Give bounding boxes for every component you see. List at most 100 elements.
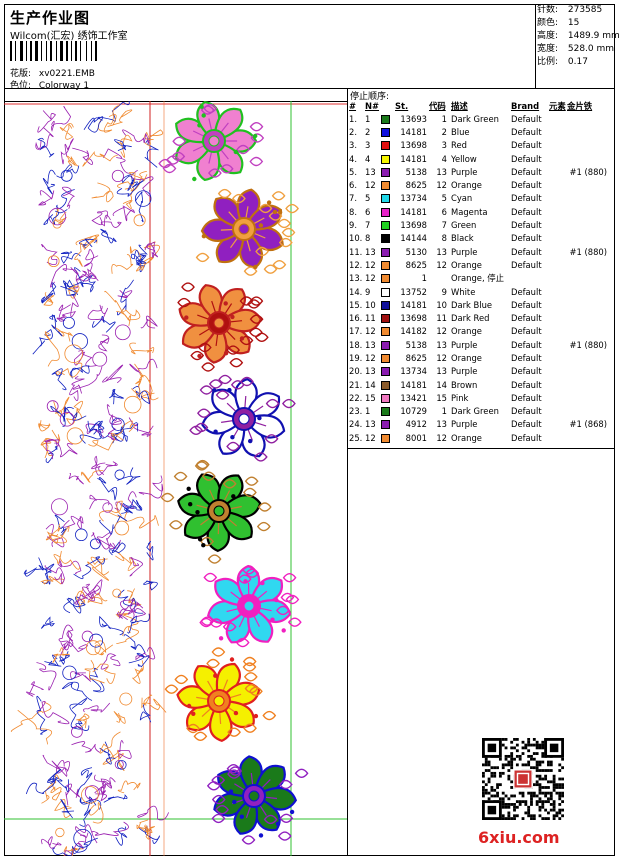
cell-desc: Orange bbox=[451, 352, 482, 363]
table-row: 16. 11 13698 11 Dark Red Default bbox=[349, 311, 607, 324]
cell-st: 5130 bbox=[405, 246, 427, 257]
cell-n: 10 bbox=[365, 299, 376, 310]
color-swatch bbox=[381, 340, 390, 350]
cell-brand: Default bbox=[511, 339, 542, 350]
cell-code: 14 bbox=[436, 379, 447, 390]
cell-elem bbox=[549, 245, 567, 258]
cell-code: 13 bbox=[436, 166, 447, 177]
page-title: 生产作业图 bbox=[10, 9, 91, 27]
cell-n: 11 bbox=[365, 313, 376, 324]
cell-brand: Default bbox=[511, 126, 542, 137]
cell-color-swatch bbox=[381, 125, 395, 138]
cell-st: 14181 bbox=[400, 206, 427, 217]
color-swatch bbox=[381, 327, 390, 337]
color-swatch bbox=[381, 287, 390, 297]
cell-code: 10 bbox=[436, 299, 447, 310]
table-row: 14. 9 13752 9 White Default bbox=[349, 285, 607, 298]
cell-seq: 20. bbox=[349, 366, 363, 377]
cell-brand: Default bbox=[511, 406, 542, 417]
cell-n: 12 bbox=[365, 273, 376, 284]
cell-color-swatch bbox=[381, 325, 395, 338]
cell-desc: Dark Green bbox=[451, 406, 499, 417]
table-header: # N# St. 代码 描述 Brand 元素 金片铁 bbox=[349, 100, 607, 112]
table-row: 10. 8 14144 8 Black Default bbox=[349, 232, 607, 245]
cell-n: 13 bbox=[365, 419, 376, 430]
color-swatch bbox=[381, 300, 390, 310]
cell-code: 11 bbox=[436, 313, 447, 324]
cell-brand: Default bbox=[511, 392, 542, 403]
cell-n: 6 bbox=[365, 206, 371, 217]
cell-st: 8625 bbox=[405, 180, 427, 191]
cell-st: 13752 bbox=[400, 286, 427, 297]
company-name: Wilcom(汇宏) 绣饰工作室 bbox=[10, 31, 128, 42]
cell-elem bbox=[549, 205, 567, 218]
cell-desc: Blue bbox=[451, 126, 470, 137]
cell-desc: Orange bbox=[451, 259, 482, 270]
stat-width: 宽度: 528.0 mm bbox=[537, 44, 615, 54]
cell-code: 13 bbox=[436, 366, 447, 377]
cell-desc: Purple bbox=[451, 166, 478, 177]
cell-color-swatch bbox=[381, 258, 395, 271]
cell-n: 13 bbox=[365, 166, 376, 177]
color-swatch bbox=[381, 314, 390, 324]
cell-desc: Pink bbox=[451, 392, 469, 403]
cell-desc: Orange bbox=[451, 432, 482, 443]
cell-elem bbox=[549, 165, 567, 178]
stop-sequence-title: 停止顺序: bbox=[350, 92, 390, 102]
col-stitches: St. bbox=[395, 101, 409, 111]
cell-code: 5 bbox=[441, 193, 447, 204]
colorway-value: Colorway 1 bbox=[38, 81, 90, 91]
table-bottom-rule bbox=[348, 448, 615, 449]
cell-brand: Default bbox=[511, 352, 542, 363]
col-needle: N# bbox=[365, 101, 380, 111]
table-row: 19. 12 8625 12 Orange Default bbox=[349, 351, 607, 364]
cell-desc: Black bbox=[451, 233, 474, 244]
embroidery-design-svg bbox=[4, 101, 347, 856]
cell-seq: 6. bbox=[349, 180, 357, 191]
cell-seq2 bbox=[567, 112, 607, 125]
color-swatch bbox=[381, 167, 390, 177]
cell-brand: Default bbox=[511, 259, 542, 270]
cell-seq: 7. bbox=[349, 193, 357, 204]
cell-brand: Default bbox=[511, 220, 542, 231]
cell-n: 3 bbox=[365, 140, 371, 151]
cell-n: 12 bbox=[365, 180, 376, 191]
colorway-label: 色位: bbox=[10, 81, 32, 91]
cell-code: 13 bbox=[436, 246, 447, 257]
cell-color-swatch bbox=[381, 112, 395, 125]
cell-seq2 bbox=[567, 218, 607, 231]
cell-st: 8625 bbox=[405, 352, 427, 363]
cell-code: 15 bbox=[436, 392, 447, 403]
cell-seq: 19. bbox=[349, 352, 363, 363]
cell-n: 2 bbox=[365, 126, 371, 137]
cell-st: 14181 bbox=[400, 299, 427, 310]
embroidery-preview bbox=[4, 101, 347, 856]
cell-st: 14181 bbox=[400, 379, 427, 390]
cell-seq2: #1 (868) bbox=[569, 419, 607, 430]
cell-color-swatch bbox=[381, 298, 395, 311]
stat-stitches: 针数: 273585 bbox=[537, 5, 603, 15]
cell-color-swatch bbox=[381, 178, 395, 191]
cell-desc: White bbox=[451, 286, 476, 297]
cell-seq2 bbox=[567, 405, 607, 418]
cell-st: 13698 bbox=[400, 220, 427, 231]
cell-code bbox=[429, 272, 451, 285]
cell-elem bbox=[549, 431, 567, 444]
column-divider bbox=[347, 88, 348, 856]
cell-brand: Default bbox=[511, 153, 542, 164]
cell-color-swatch bbox=[381, 139, 395, 152]
color-swatch bbox=[381, 407, 390, 417]
cell-elem bbox=[549, 338, 567, 351]
color-swatch bbox=[381, 393, 390, 403]
cell-seq2 bbox=[567, 258, 607, 271]
design-label: 花版: bbox=[10, 69, 32, 79]
cell-seq: 10. bbox=[349, 233, 363, 244]
cell-brand: Default bbox=[511, 206, 542, 217]
color-swatch bbox=[381, 221, 390, 231]
watermark-logo: 6xiu.com bbox=[478, 828, 560, 847]
cell-color-swatch bbox=[381, 245, 395, 258]
table-row: 2. 2 14181 2 Blue Default bbox=[349, 125, 607, 138]
cell-elem bbox=[549, 112, 567, 125]
cell-seq2 bbox=[567, 365, 607, 378]
cell-seq: 9. bbox=[349, 220, 357, 231]
